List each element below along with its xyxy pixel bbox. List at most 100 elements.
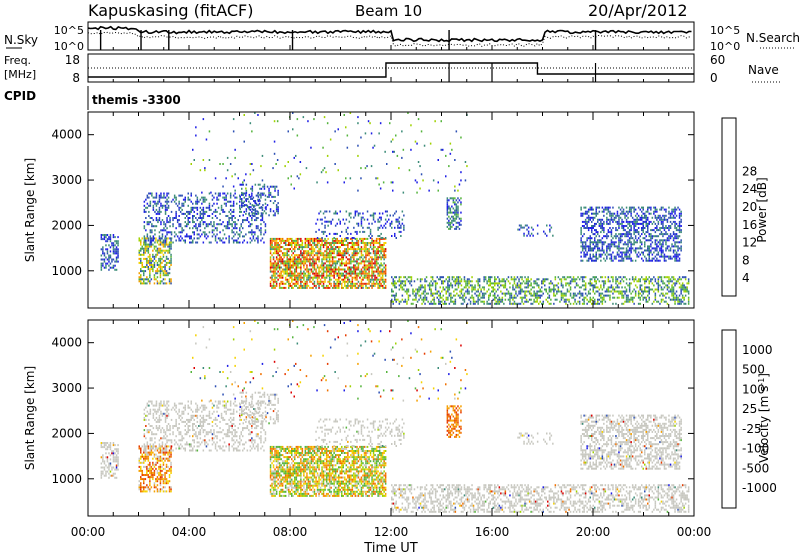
power-cell (554, 288, 557, 291)
power-cell (589, 206, 591, 209)
power-cell (331, 264, 334, 267)
power-cell (245, 233, 247, 236)
power-cell (669, 247, 672, 250)
power-cell (647, 218, 649, 221)
power-cell (281, 274, 284, 277)
power-cell (398, 288, 401, 291)
power-cell (374, 270, 376, 273)
power-cell (659, 227, 661, 229)
power-cell (656, 227, 658, 229)
power-cell (657, 222, 660, 225)
power-cell (439, 292, 441, 295)
power-cell (239, 233, 241, 236)
power-cell (633, 220, 635, 223)
power-cell (631, 276, 634, 279)
power-cell (681, 288, 684, 291)
power-cell (378, 286, 381, 289)
power-cell (616, 222, 619, 225)
power-cell (412, 290, 414, 293)
power-cell (347, 266, 349, 269)
power-cell (657, 288, 660, 291)
power-cell (601, 243, 604, 246)
power-cell (609, 253, 611, 256)
power-cell (538, 290, 540, 293)
power-cell (306, 276, 308, 279)
power-cell (312, 256, 314, 259)
power-cell (304, 242, 307, 244)
power-cell (168, 259, 171, 262)
power-cell (151, 231, 153, 234)
power-cell (363, 242, 366, 244)
power-cell (372, 270, 375, 273)
power-cell (548, 282, 551, 285)
power-cell (612, 302, 614, 305)
power-cell (268, 214, 270, 217)
power-cell (318, 284, 320, 287)
power-cell (428, 284, 431, 287)
power-cell (288, 266, 290, 269)
power-cell (621, 290, 623, 293)
power-cell (348, 214, 351, 217)
power-cell (584, 276, 587, 279)
power-cell (618, 214, 620, 217)
power-cell (286, 280, 288, 283)
power-cell (178, 231, 180, 234)
power-cell (483, 286, 485, 289)
power-cell (327, 268, 329, 271)
power-cell (659, 259, 661, 262)
power-cell (504, 294, 507, 297)
power-cell (318, 280, 320, 283)
power-cell (628, 298, 631, 301)
power-cell (583, 241, 585, 244)
power-cell (274, 262, 276, 265)
power-cell (339, 264, 341, 267)
power-cell (625, 233, 628, 236)
power-cell (637, 278, 640, 281)
nave-tick-bottom: 0 (710, 71, 718, 85)
power-cell (566, 290, 569, 293)
power-cell (613, 255, 616, 258)
power-cell (624, 276, 626, 279)
power-cell (153, 276, 156, 279)
power-cell (298, 256, 301, 259)
power-cell (648, 290, 650, 293)
power-cell (563, 278, 566, 281)
power-cell (634, 284, 637, 287)
power-cell (159, 274, 162, 277)
power-cell (607, 290, 610, 293)
power-cell (143, 272, 145, 275)
power-cell (615, 241, 617, 244)
power-cell (433, 292, 435, 295)
power-cell (275, 244, 278, 246)
power-cell (603, 222, 605, 225)
power-cell (363, 274, 366, 277)
power-cell (509, 302, 511, 305)
power-cell (313, 264, 316, 267)
power-cell (446, 201, 449, 204)
power-cell (627, 243, 629, 246)
power-cell (316, 274, 319, 277)
power-cell (466, 280, 469, 283)
power-cell (618, 206, 620, 209)
power-cell (269, 268, 272, 271)
power-cell (297, 248, 299, 251)
power-cell (584, 206, 587, 209)
power-cell (356, 254, 358, 257)
power-cell (219, 223, 221, 226)
power-cell (428, 286, 431, 289)
power-cell (294, 276, 296, 279)
power-cell (675, 280, 678, 283)
power-cell (115, 246, 118, 249)
power-cell (294, 264, 296, 267)
power-cell (568, 284, 570, 287)
power-cell (371, 262, 373, 265)
power-cell (356, 248, 358, 251)
power-cell (380, 216, 382, 219)
power-cell (447, 290, 449, 293)
power-cell (466, 288, 469, 291)
power-cell (497, 276, 499, 279)
power-cell (362, 260, 364, 263)
power-cell (178, 206, 180, 209)
power-cell (363, 248, 366, 251)
power-cell (366, 274, 369, 277)
